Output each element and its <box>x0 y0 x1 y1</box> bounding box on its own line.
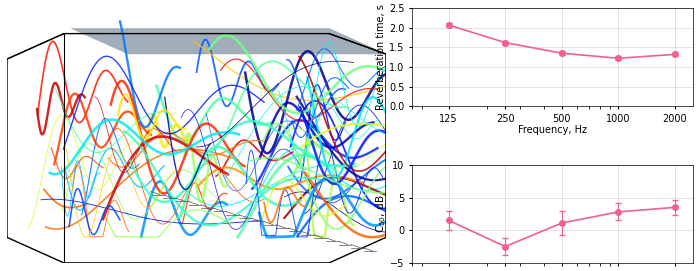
X-axis label: Frequency, Hz: Frequency, Hz <box>518 125 587 135</box>
Y-axis label: Reverberation time, s: Reverberation time, s <box>377 4 386 110</box>
Polygon shape <box>71 28 386 54</box>
Y-axis label: C$_{50}$, dB: C$_{50}$, dB <box>374 195 388 233</box>
